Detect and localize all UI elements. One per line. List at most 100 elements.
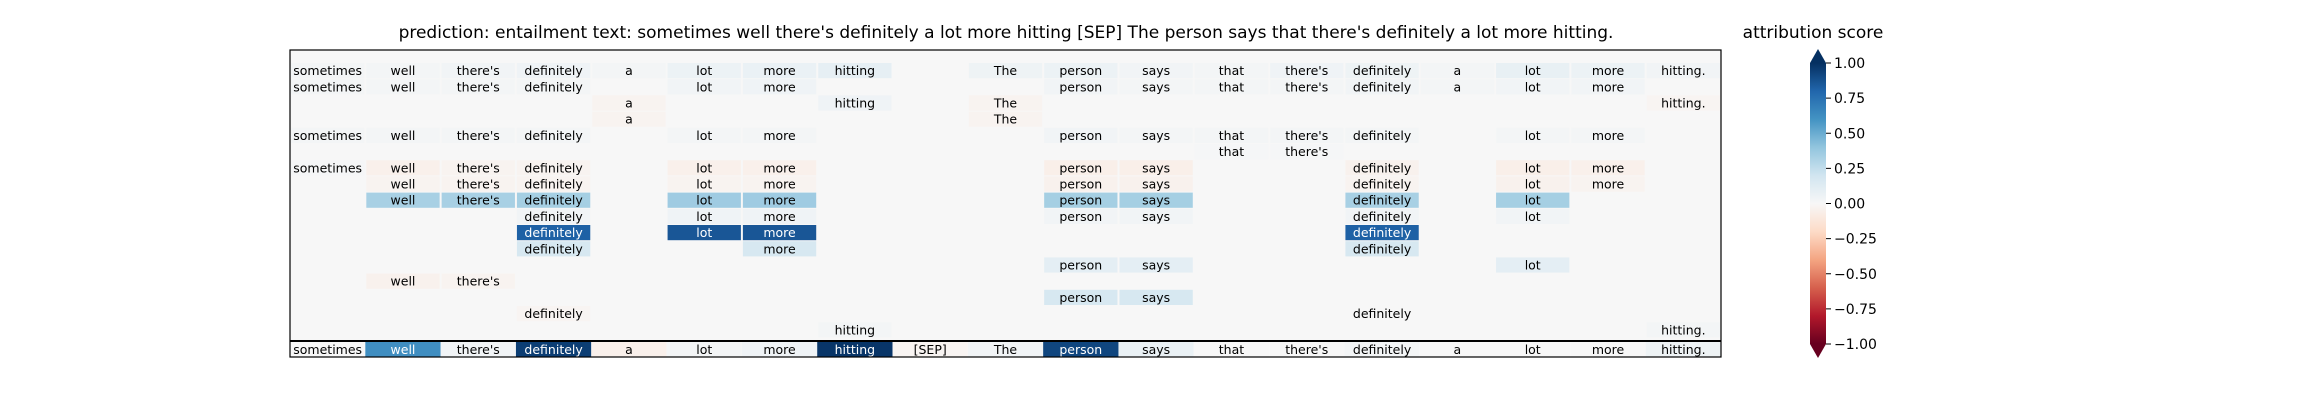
input-token-cell [591,342,667,357]
cell-token-label: lot [696,177,712,192]
cell-token-label: there's [457,274,500,289]
heatmap-cell [742,192,817,208]
cell-token-label: lot [1525,177,1541,192]
input-token-cell [365,342,441,357]
heatmap-cell [1194,63,1269,79]
heatmap-cell [441,176,515,192]
heatmap-cell [366,160,440,176]
input-token-cell [1495,342,1571,357]
cell-token-label: more [1592,79,1625,94]
cell-token-label: The [993,63,1018,78]
cell-token-label: says [1142,79,1170,94]
input-token-label: more [763,342,796,357]
heatmap-cell [1044,160,1118,176]
colorbar-tick-label: −0.50 [1834,267,1877,283]
heatmap-row: sometimes well there's definitely a lot more hi… [291,63,1720,79]
colorbar-max-extension [1810,49,1826,63]
heatmap-row: a The [592,111,1043,127]
heatmap-cell [1044,257,1118,273]
cell-token-label: definitely [1353,306,1412,321]
cell-token-label: person [1059,193,1102,208]
input-token-cell [741,342,818,357]
cell-token-label: more [763,177,796,192]
cell-token-label: definitely [1353,241,1412,256]
heatmap-cell [1571,63,1645,79]
cell-token-label: The [993,96,1018,111]
cell-token-label: sometimes [293,79,362,94]
cell-token-label: that [1219,63,1244,78]
heatmap-cell [667,63,741,79]
heatmap-cell [516,192,591,208]
heatmap-cell [1194,144,1269,160]
cell-token-label: hitting [835,63,876,78]
cell-token-label: more [763,63,796,78]
cell-token-label: definitely [524,63,583,78]
cell-token-label: more [763,128,796,143]
heatmap-cell [667,192,741,208]
cell-token-label: more [763,193,796,208]
cell-token-label: there's [1285,79,1328,94]
cell-token-label: more [1592,63,1625,78]
colorbar-tick-label: −0.25 [1834,232,1877,248]
input-token-cell [1118,342,1194,357]
cell-token-label: lot [1525,79,1541,94]
heatmap-cell [516,160,591,176]
heatmap-cell [1646,322,1720,338]
cell-token-label: there's [457,79,500,94]
heatmap-cell [366,192,440,208]
heatmap-cell [1044,79,1118,95]
cell-token-label: hitting. [1661,96,1706,111]
cell-token-label: says [1142,177,1170,192]
heatmap-row: definitely lot more person says definitely lot [516,208,1570,224]
heatmap-cell [366,273,440,289]
heatmap-cell [1345,176,1419,192]
input-token-label: that [1219,342,1244,357]
input-token-cell [290,342,366,357]
heatmap-cell [441,273,515,289]
heatmap-cell [667,208,741,224]
cell-token-label: person [1059,209,1102,224]
input-token-label: there's [1285,342,1328,357]
heatmap-cell [1119,127,1193,143]
heatmap-cell [968,111,1043,127]
cell-token-label: more [1592,160,1625,175]
heatmap-row: sometimes well there's definitely lot more per… [291,79,1645,95]
cell-token-label: person [1059,63,1102,78]
heatmap-cell [1345,63,1419,79]
cell-token-label: definitely [1353,177,1412,192]
heatmap-row: hitting hitting. [818,322,1720,338]
heatmap-cell [1194,127,1269,143]
cell-token-label: there's [457,128,500,143]
heatmap-cell [818,322,892,338]
heatmap-cell [1044,192,1118,208]
input-token-cell [892,342,968,357]
heatmap-cell [742,63,817,79]
heatmap-cell [1345,192,1419,208]
cell-token-label: definitely [524,306,583,321]
heatmap-cell [1044,208,1118,224]
heatmap-row: sometimes well there's definitely lot more per… [291,160,1645,176]
cell-token-label: hitting. [1661,322,1706,337]
heatmap-cell [1119,192,1193,208]
cell-token-label: person [1059,128,1102,143]
cell-token-label: definitely [524,193,583,208]
heatmap-row: definitely more definitely [516,241,1419,257]
heatmap-row: definitely lot more definitely [516,225,1419,241]
cell-token-label: person [1059,258,1102,273]
cell-token-label: there's [457,193,500,208]
heatmap-cell [1270,144,1344,160]
heatmap-cell [1119,289,1193,305]
heatmap-cell [1270,63,1344,79]
cell-token-label: hitting [835,322,876,337]
cell-token-label: a [1454,79,1462,94]
heatmap-cell [1646,95,1720,111]
cell-token-label: a [625,112,633,127]
heatmap-cell [1420,79,1495,95]
cell-token-label: lot [1525,193,1541,208]
heatmap-cell [1345,225,1419,241]
heatmap-cell [516,225,591,241]
heatmap-cell [1345,160,1419,176]
input-token-label: says [1142,342,1170,357]
cell-token-label: definitely [524,241,583,256]
heatmap-row: well there's definitely lot more person says de… [366,192,1570,208]
